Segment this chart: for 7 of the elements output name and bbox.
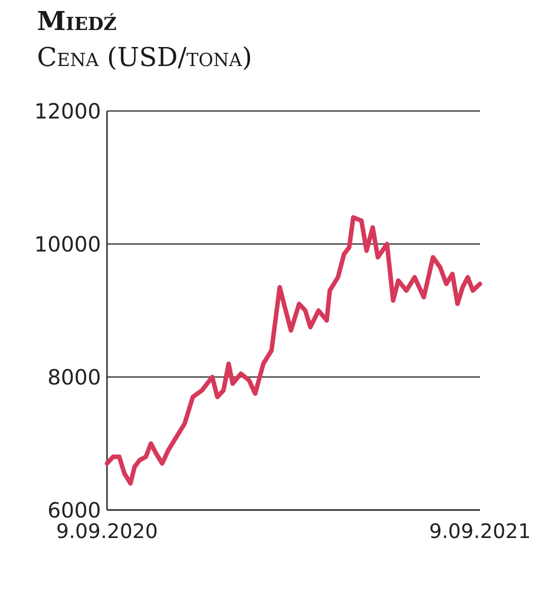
chart-subtitle: Cena (USD/tona) [37, 43, 252, 73]
chart-title: Miedź [37, 7, 117, 37]
line-series [104, 215, 482, 486]
y-tick-label: 10000 [34, 232, 101, 256]
y-tick-label: 12000 [34, 99, 101, 124]
y-tick-label: 8000 [48, 365, 101, 390]
x-tick-label: 9.09.2021 [429, 519, 531, 543]
